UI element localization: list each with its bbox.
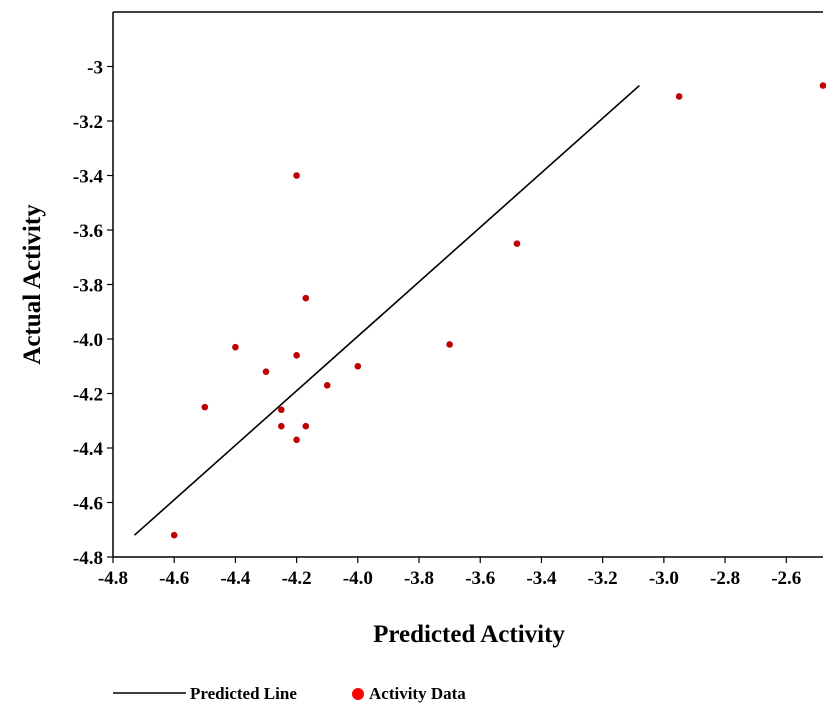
y-tick-label: -3.4	[73, 167, 104, 188]
x-axis-title: Predicted Activity	[373, 621, 565, 648]
x-tick-label: -2.8	[710, 568, 740, 589]
x-tick-label: -2.6	[771, 568, 801, 589]
y-tick-label: -3.6	[73, 221, 103, 242]
activity-data-point	[446, 341, 453, 348]
y-tick-label: -4.6	[73, 494, 103, 515]
x-tick-label: -4.0	[343, 568, 373, 589]
x-tick-label: -3.8	[404, 568, 434, 589]
x-tick-label: -3.0	[649, 568, 679, 589]
legend-dot-swatch	[352, 688, 364, 700]
x-tick-label: -3.4	[526, 568, 557, 589]
y-tick-label: -4.0	[73, 330, 103, 351]
activity-data-point	[323, 382, 331, 389]
x-tick-label: -4.2	[282, 568, 312, 589]
y-tick-label: -4.8	[73, 548, 103, 569]
legend-label: Predicted Line	[190, 684, 297, 703]
x-tick-label: -3.2	[588, 568, 618, 589]
y-axis-ticks: -4.8 -4.6 -4.4 -4.2 -4.0 -3.8 -3.6 -3.4 -3.2 -3	[73, 58, 113, 569]
activity-data-point	[278, 422, 285, 430]
activity-data-point	[354, 362, 362, 370]
activity-data-point	[293, 352, 300, 359]
y-axis-title: Actual Activity	[19, 204, 46, 365]
activity-data-point	[513, 240, 521, 247]
activity-data-point	[232, 343, 239, 351]
legend: Predicted Line Activity Data	[113, 684, 466, 703]
x-axis-ticks: -4.8 -4.6 -4.4 -4.2 -4.0 -3.8 -3.6 -3.4 -3.2 -3.0…	[98, 557, 801, 589]
x-tick-label: -4.4	[220, 568, 251, 589]
y-tick-label: -3.8	[73, 276, 103, 297]
plot-frame	[112, 11, 823, 558]
activity-data-point	[302, 422, 310, 430]
y-tick-label: -4.4	[73, 439, 104, 460]
activity-data-point	[201, 403, 209, 411]
series-layer	[133, 82, 826, 539]
x-tick-label: -4.6	[159, 568, 189, 589]
activity-data-point	[170, 531, 178, 539]
activity-data-point	[302, 294, 310, 302]
activity-data-point	[262, 368, 270, 376]
legend-label: Activity Data	[369, 684, 466, 703]
predicted-line	[133, 84, 640, 536]
activity-data-point	[293, 172, 300, 179]
x-tick-label: -4.8	[98, 568, 128, 589]
activity-data-point	[293, 436, 300, 444]
x-tick-label: -3.6	[465, 568, 495, 589]
activity-data-point	[819, 82, 826, 89]
y-tick-label: -3.2	[73, 112, 103, 133]
activity-data-point	[675, 93, 683, 100]
y-tick-label: -3	[87, 58, 103, 79]
y-tick-label: -4.2	[73, 385, 103, 406]
activity-data-point	[278, 406, 285, 414]
